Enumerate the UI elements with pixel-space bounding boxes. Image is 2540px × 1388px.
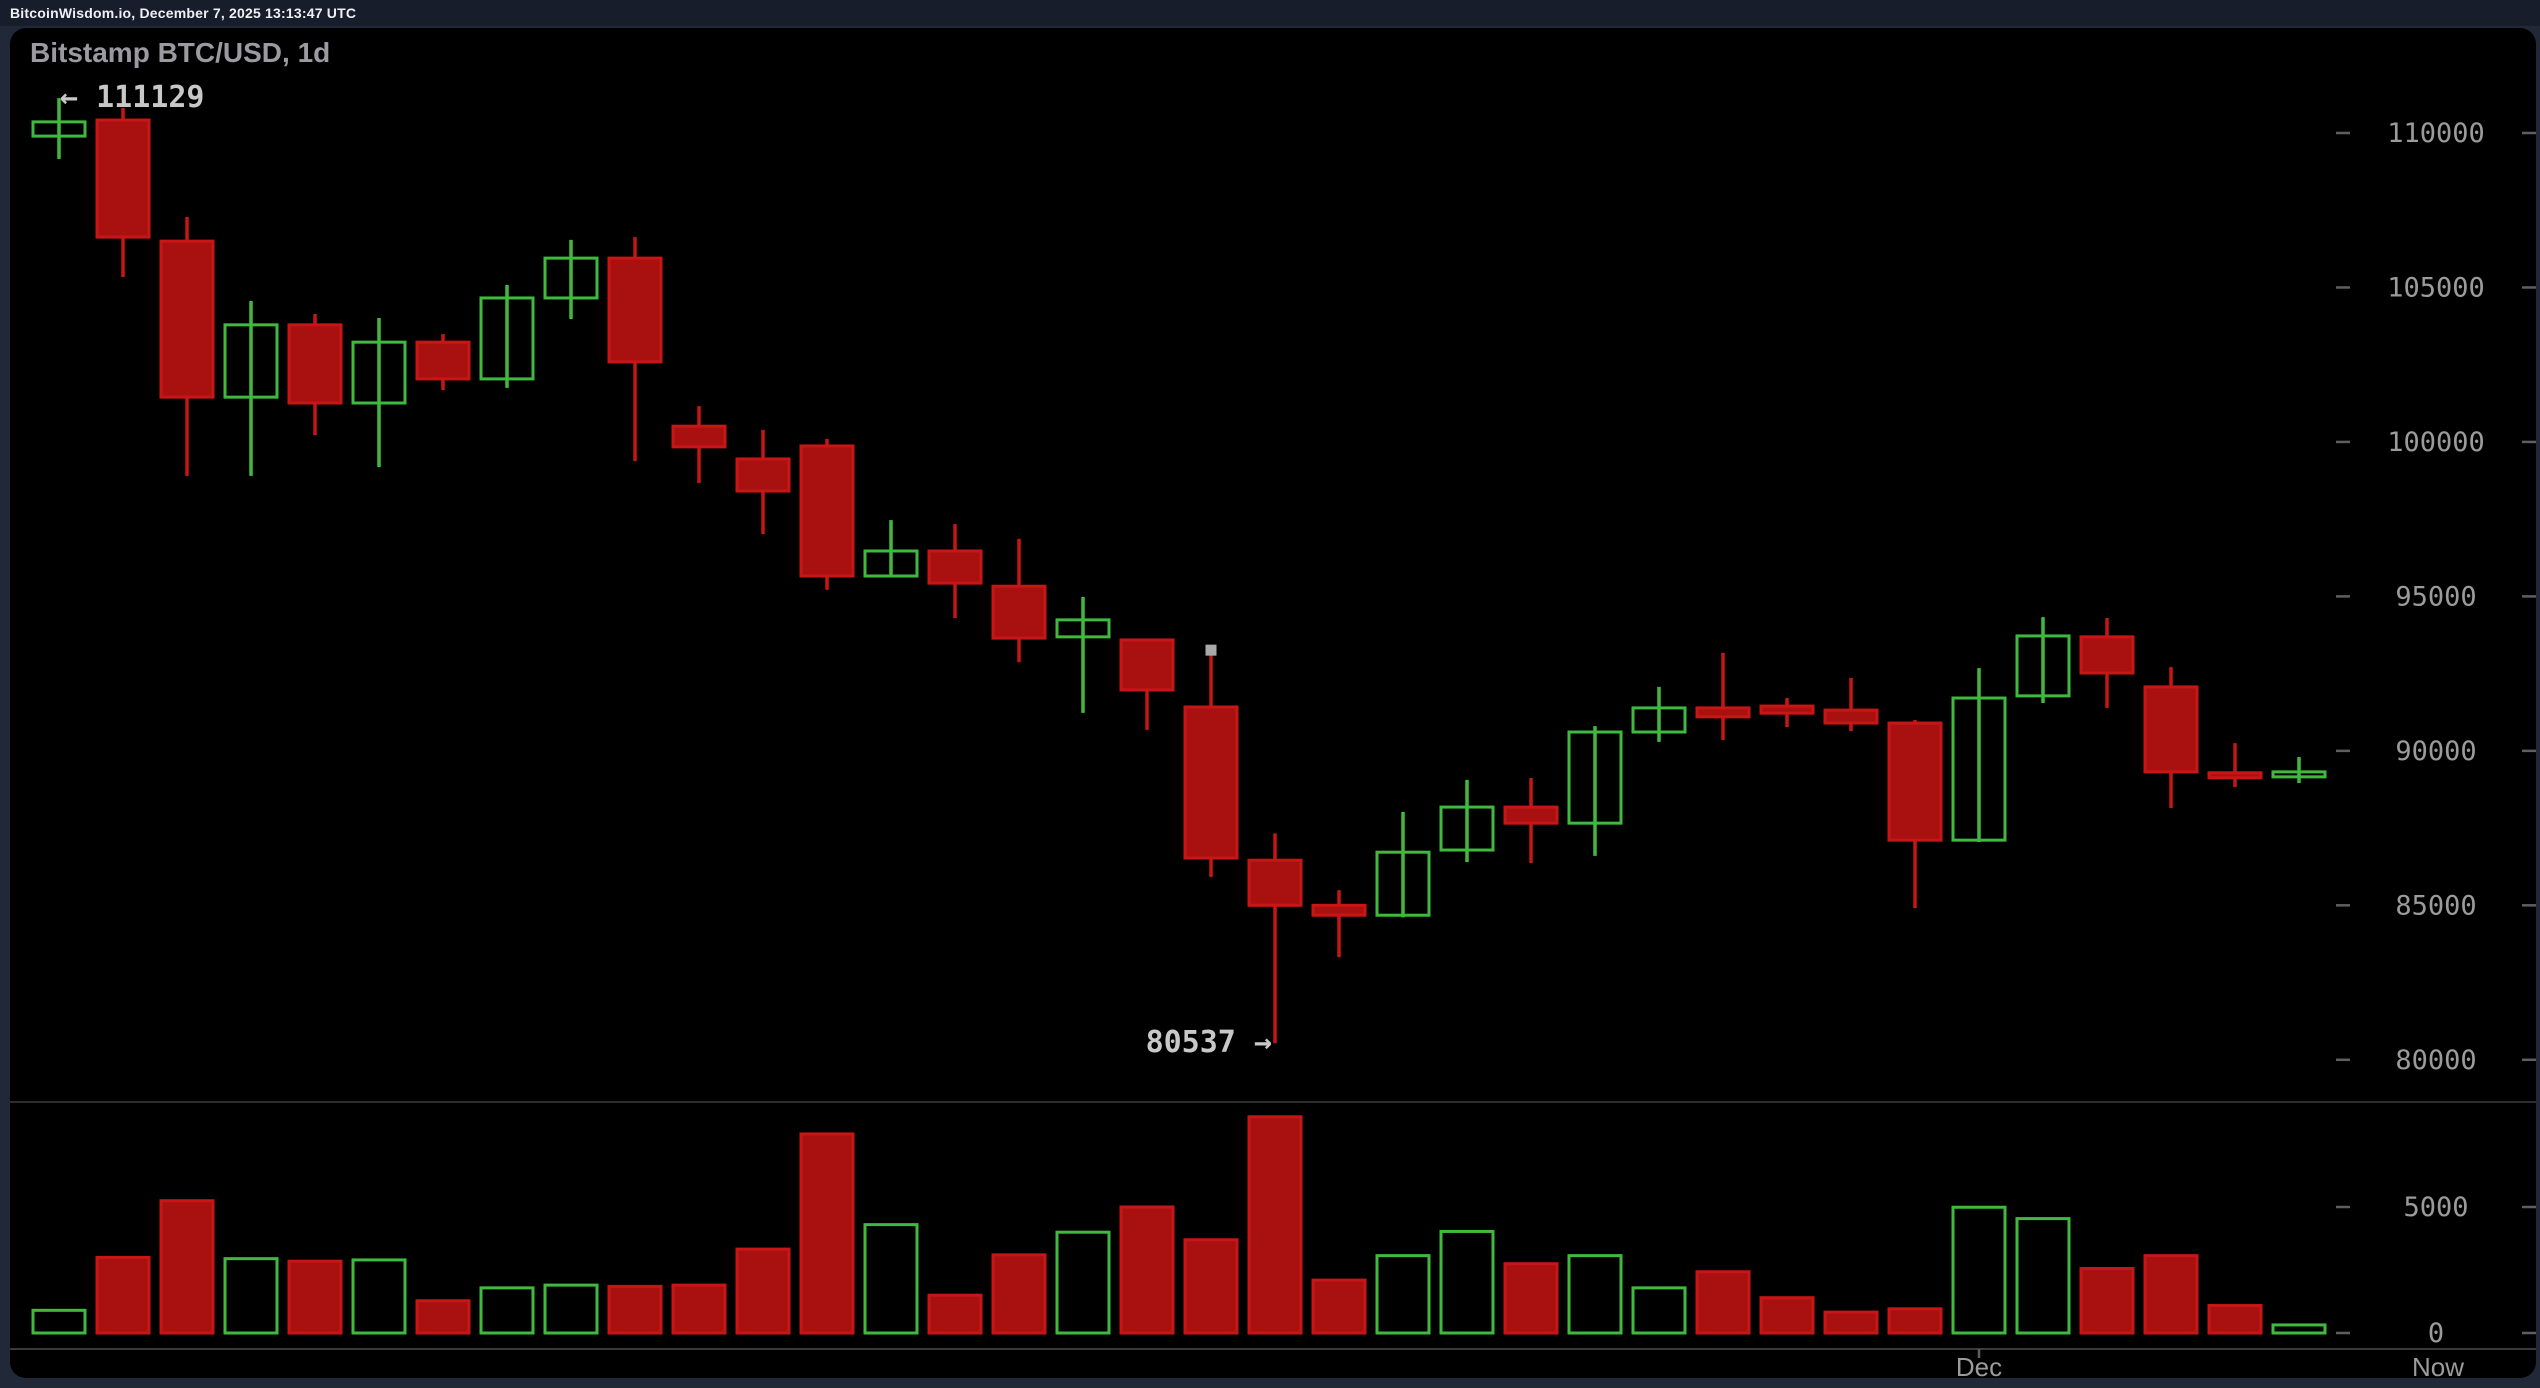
candle-up-0 (31, 120, 87, 138)
volume-bar-25 (1631, 1286, 1687, 1335)
volume-0-label: 0 (2428, 1318, 2444, 1349)
volume-bar-9 (607, 1284, 663, 1335)
volume-bar-13 (863, 1223, 919, 1335)
volume-bar-11 (735, 1247, 791, 1335)
candle-down-27 (1759, 704, 1815, 715)
price-90000-label: 90000 (2395, 736, 2476, 767)
candle-down-19 (1247, 858, 1303, 907)
chart-title: Bitstamp BTC/USD, 1d (30, 37, 330, 68)
volume-bar-19 (1247, 1115, 1303, 1335)
candle-down-29 (1887, 721, 1943, 842)
volume-bar-21 (1375, 1254, 1431, 1335)
volume-bar-28 (1823, 1310, 1879, 1335)
volume-bar-27 (1759, 1296, 1815, 1335)
volume-bar-16 (1055, 1230, 1111, 1335)
volume-bar-1 (95, 1255, 151, 1335)
candle-down-12 (799, 444, 855, 578)
header-clock: BitcoinWisdom.io, December 7, 2025 13:13… (10, 5, 357, 21)
session-high-label: ← 111129 (60, 80, 205, 115)
candle-up-13 (863, 549, 919, 578)
volume-bar-14 (927, 1293, 983, 1335)
volume-bar-17 (1119, 1205, 1175, 1335)
candle-down-11 (735, 457, 791, 493)
candle-down-6 (415, 340, 471, 381)
candle-down-10 (671, 424, 727, 449)
volume-bar-26 (1695, 1270, 1751, 1335)
volume-bar-8 (543, 1283, 599, 1335)
volume-bar-4 (287, 1259, 343, 1335)
candle-up-35 (2271, 770, 2327, 779)
candle-down-23 (1503, 805, 1559, 825)
candle-down-28 (1823, 708, 1879, 725)
candle-down-26 (1695, 706, 1751, 719)
volume-bar-33 (2143, 1254, 2199, 1335)
volume-bar-15 (991, 1253, 1047, 1335)
candle-up-21 (1375, 850, 1431, 917)
candle-down-14 (927, 549, 983, 585)
price-85000-label: 85000 (2395, 890, 2476, 921)
volume-bar-34 (2207, 1304, 2263, 1335)
volume-bar-23 (1503, 1262, 1559, 1335)
volume-bar-35 (2271, 1323, 2327, 1335)
volume-bar-6 (415, 1299, 471, 1335)
volume-bar-20 (1311, 1278, 1367, 1335)
volume-5000-label: 5000 (2403, 1192, 2468, 1223)
candle-down-18 (1183, 705, 1239, 860)
candle-down-32 (2079, 635, 2135, 675)
volume-bar-22 (1439, 1229, 1495, 1335)
volume-bar-10 (671, 1283, 727, 1335)
volume-bar-3 (223, 1257, 279, 1335)
time-label-Dec: Dec (1956, 1352, 2002, 1382)
volume-bar-31 (2015, 1217, 2071, 1335)
price-110000-label: 110000 (2387, 118, 2485, 149)
volume-bar-24 (1567, 1254, 1623, 1335)
volume-bar-0 (31, 1308, 87, 1335)
candle-up-3 (223, 323, 279, 399)
volume-bar-5 (351, 1258, 407, 1335)
candle-up-5 (351, 340, 407, 405)
candle-down-20 (1311, 903, 1367, 917)
candle-up-8 (543, 256, 599, 300)
candle-up-22 (1439, 805, 1495, 852)
volume-bar-7 (479, 1286, 535, 1335)
volume-bar-12 (799, 1132, 855, 1335)
candle-up-25 (1631, 706, 1687, 734)
price-105000-label: 105000 (2387, 272, 2485, 303)
candle-down-17 (1119, 638, 1175, 692)
candle-down-9 (607, 256, 663, 364)
volume-bar-29 (1887, 1307, 1943, 1335)
candle-up-7 (479, 296, 535, 381)
candle-down-1 (95, 118, 151, 239)
candle-down-15 (991, 584, 1047, 640)
volume-bar-2 (159, 1199, 215, 1335)
candle-up-30 (1951, 696, 2007, 842)
candle-up-31 (2015, 634, 2071, 698)
candle-up-16 (1055, 618, 1111, 639)
cursor-marker (1205, 644, 1217, 656)
session-low-label: 80537 → (1146, 1025, 1272, 1060)
time-label-Now: Now (2412, 1352, 2464, 1382)
volume-bar-18 (1183, 1238, 1239, 1335)
candle-up-24 (1567, 730, 1623, 825)
price-100000-label: 100000 (2387, 427, 2485, 458)
price-95000-label: 95000 (2395, 581, 2476, 612)
top-status-bar: BitcoinWisdom.io, December 7, 2025 13:13… (0, 0, 2540, 26)
candle-down-4 (287, 323, 343, 405)
candle-down-2 (159, 239, 215, 399)
candle-down-34 (2207, 771, 2263, 780)
candle-down-33 (2143, 685, 2199, 774)
price-80000-label: 80000 (2395, 1045, 2476, 1076)
volume-bar-30 (1951, 1205, 2007, 1335)
volume-bar-32 (2079, 1266, 2135, 1335)
